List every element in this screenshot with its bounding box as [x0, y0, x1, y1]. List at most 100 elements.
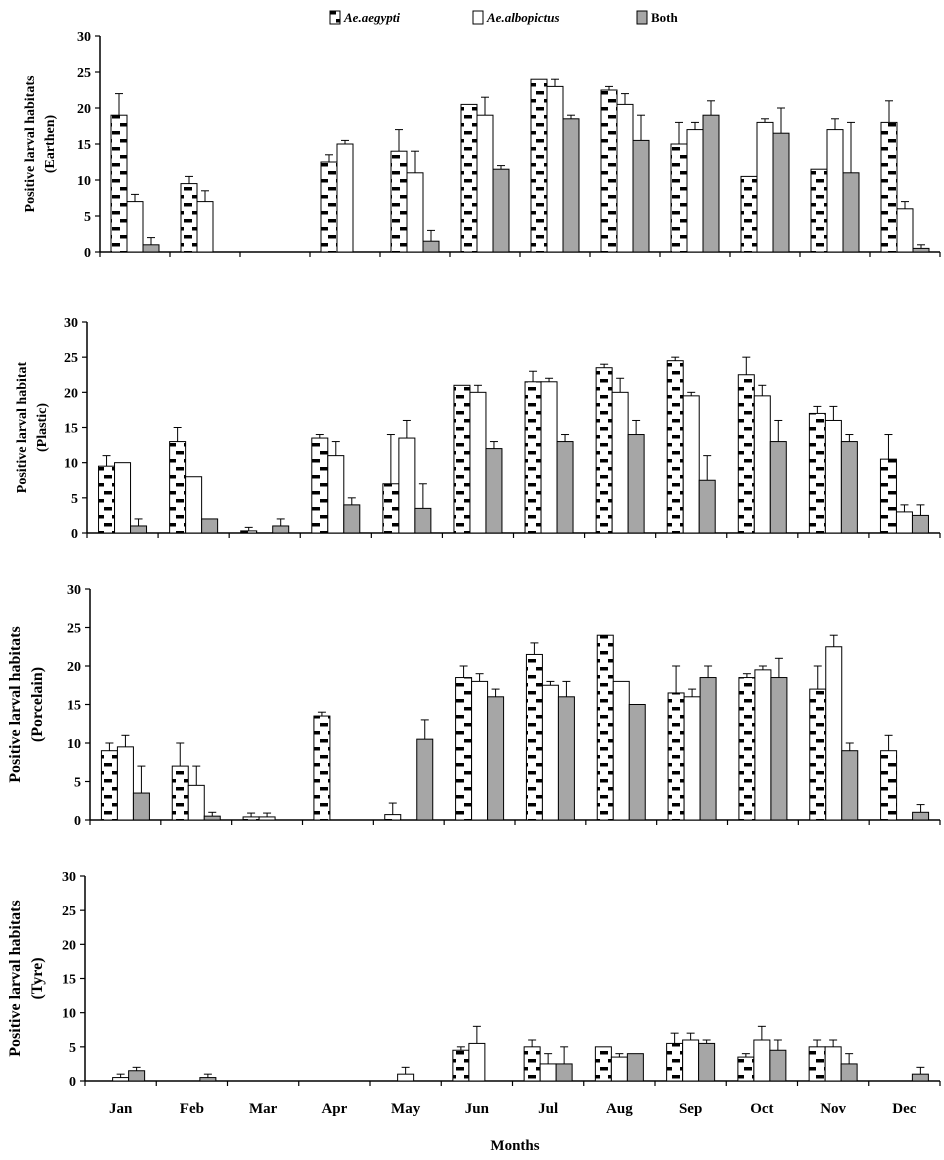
y-axis-title: Positive larval habitats: [23, 75, 38, 212]
bar-dashed-sep: [666, 360, 684, 534]
bar-dashed-nov: [808, 412, 826, 534]
bar-dashed-may: [390, 150, 408, 253]
y-tick-label: 25: [62, 904, 76, 919]
y-tick-label: 10: [64, 457, 78, 472]
bar-white-sep: [686, 129, 704, 253]
bar-white-may: [398, 437, 416, 534]
bar-dashed-may: [382, 483, 400, 534]
bar-white-jan: [112, 1077, 130, 1082]
bar-gray-oct: [769, 441, 787, 534]
legend-label-albopictus: Ae.albopictus: [486, 10, 560, 25]
bar-dashed-feb: [180, 183, 198, 253]
legend: Ae.aegypti Ae.albopictus Both: [329, 10, 679, 25]
bar-white-nov: [824, 1046, 842, 1082]
bar-gray-may: [414, 507, 432, 534]
bar-white-may: [406, 172, 424, 253]
bar-gray-jan: [132, 792, 150, 821]
y-tick-label: 15: [77, 138, 91, 153]
bar-dashed-jun: [452, 1049, 470, 1082]
bar-dashed-mar: [240, 530, 258, 534]
bar-white-jun: [476, 114, 494, 253]
bar-gray-apr: [343, 504, 361, 534]
legend-item-albopictus: Ae.albopictus: [472, 10, 560, 25]
bar-dashed-jul: [525, 653, 543, 821]
bar-white-aug: [611, 391, 629, 534]
bar-white-jul: [539, 1063, 557, 1082]
month-labels: Jan Feb Mar Apr May Jun Jul Aug Sep Oct Nov Dec: [109, 1101, 917, 1117]
y-axis-subtitle: (Earthen): [43, 115, 58, 174]
y-tick-label: 30: [62, 870, 76, 885]
bar-gray-feb: [199, 1077, 217, 1082]
bar-dashed-apr: [311, 437, 329, 534]
bar-dashed-jun: [455, 677, 473, 821]
bar-white-apr: [336, 143, 354, 253]
legend-swatch-albopictus: [472, 10, 484, 25]
bar-gray-jan: [130, 525, 148, 534]
bar-dashed-aug: [600, 89, 618, 253]
bar-dashed-oct: [737, 374, 755, 534]
legend-swatch-both: [636, 10, 648, 25]
bar-white-oct: [753, 1039, 771, 1082]
bar-gray-sep: [698, 479, 716, 534]
y-tick-label: 25: [67, 622, 81, 637]
bar-dashed-dec: [879, 458, 897, 534]
bar-gray-nov: [840, 441, 858, 534]
bar-white-sep: [683, 696, 701, 821]
legend-label-both: Both: [651, 10, 679, 25]
bar-dashed-nov: [810, 168, 828, 253]
bar-dashed-apr: [320, 161, 338, 253]
chart-panel-2: 0 5 10 15 20 25 30 Positive larval habitat (Plas…: [15, 316, 941, 542]
bar-gray-feb: [201, 518, 219, 534]
bar-dashed-apr: [313, 715, 331, 821]
month-label-jul: Jul: [538, 1101, 558, 1117]
bar-dashed-sep: [670, 143, 688, 253]
bar-gray-dec: [912, 811, 930, 821]
legend-item-aegypti: Ae.aegypti: [329, 10, 400, 25]
bar-dashed-nov: [808, 1046, 826, 1082]
bar-gray-dec: [911, 514, 929, 534]
bar-dashed-jan: [110, 114, 128, 253]
bar-white-aug: [612, 680, 630, 821]
y-axis-title: Positive larval habitats: [7, 900, 24, 1056]
bar-dashed-jul: [530, 78, 548, 253]
bar-white-feb: [185, 476, 203, 534]
bar-dashed-aug: [595, 367, 613, 534]
legend-label-aegypti: Ae.aegypti: [343, 10, 400, 25]
y-tick-label: 20: [67, 660, 81, 675]
y-tick-label: 15: [64, 422, 78, 437]
y-tick-label: 20: [64, 386, 78, 401]
bar-white-oct: [756, 121, 774, 253]
bar-gray-mar: [272, 525, 290, 534]
y-tick-label: 0: [71, 527, 78, 542]
y-tick-label: 5: [84, 210, 91, 225]
bar-gray-nov: [842, 172, 860, 253]
bar-white-jun: [469, 391, 487, 534]
month-label-mar: Mar: [249, 1101, 278, 1117]
bar-gray-oct: [772, 132, 790, 253]
bar-gray-sep: [702, 114, 720, 253]
month-label-jun: Jun: [465, 1101, 490, 1117]
bar-white-jan: [126, 201, 144, 253]
x-axis-title: Months: [490, 1138, 539, 1154]
bar-dashed-dec: [880, 121, 898, 253]
bar-white-nov: [825, 646, 843, 821]
bar-dashed-aug: [596, 634, 614, 821]
month-label-jan: Jan: [109, 1101, 133, 1117]
bar-dashed-oct: [740, 175, 758, 253]
bar-dashed-feb: [171, 765, 189, 821]
month-label-nov: Nov: [820, 1101, 846, 1117]
y-tick-label: 10: [62, 1007, 76, 1022]
bar-white-nov: [826, 129, 844, 253]
bar-white-feb: [196, 201, 214, 253]
bar-gray-aug: [627, 434, 645, 534]
chart-panel-3: 0 5 10 15 20 25 30 Positive larval habitats (Por…: [7, 583, 941, 829]
bar-white-apr: [327, 455, 345, 534]
bar-dashed-feb: [169, 441, 187, 534]
bar-dashed-jul: [524, 381, 542, 534]
bar-gray-oct: [770, 677, 788, 821]
bar-dashed-mar: [242, 816, 260, 821]
y-tick-label: 15: [62, 973, 76, 988]
month-label-oct: Oct: [750, 1101, 773, 1117]
bar-white-jun: [471, 680, 489, 821]
bar-gray-jan: [142, 244, 160, 253]
